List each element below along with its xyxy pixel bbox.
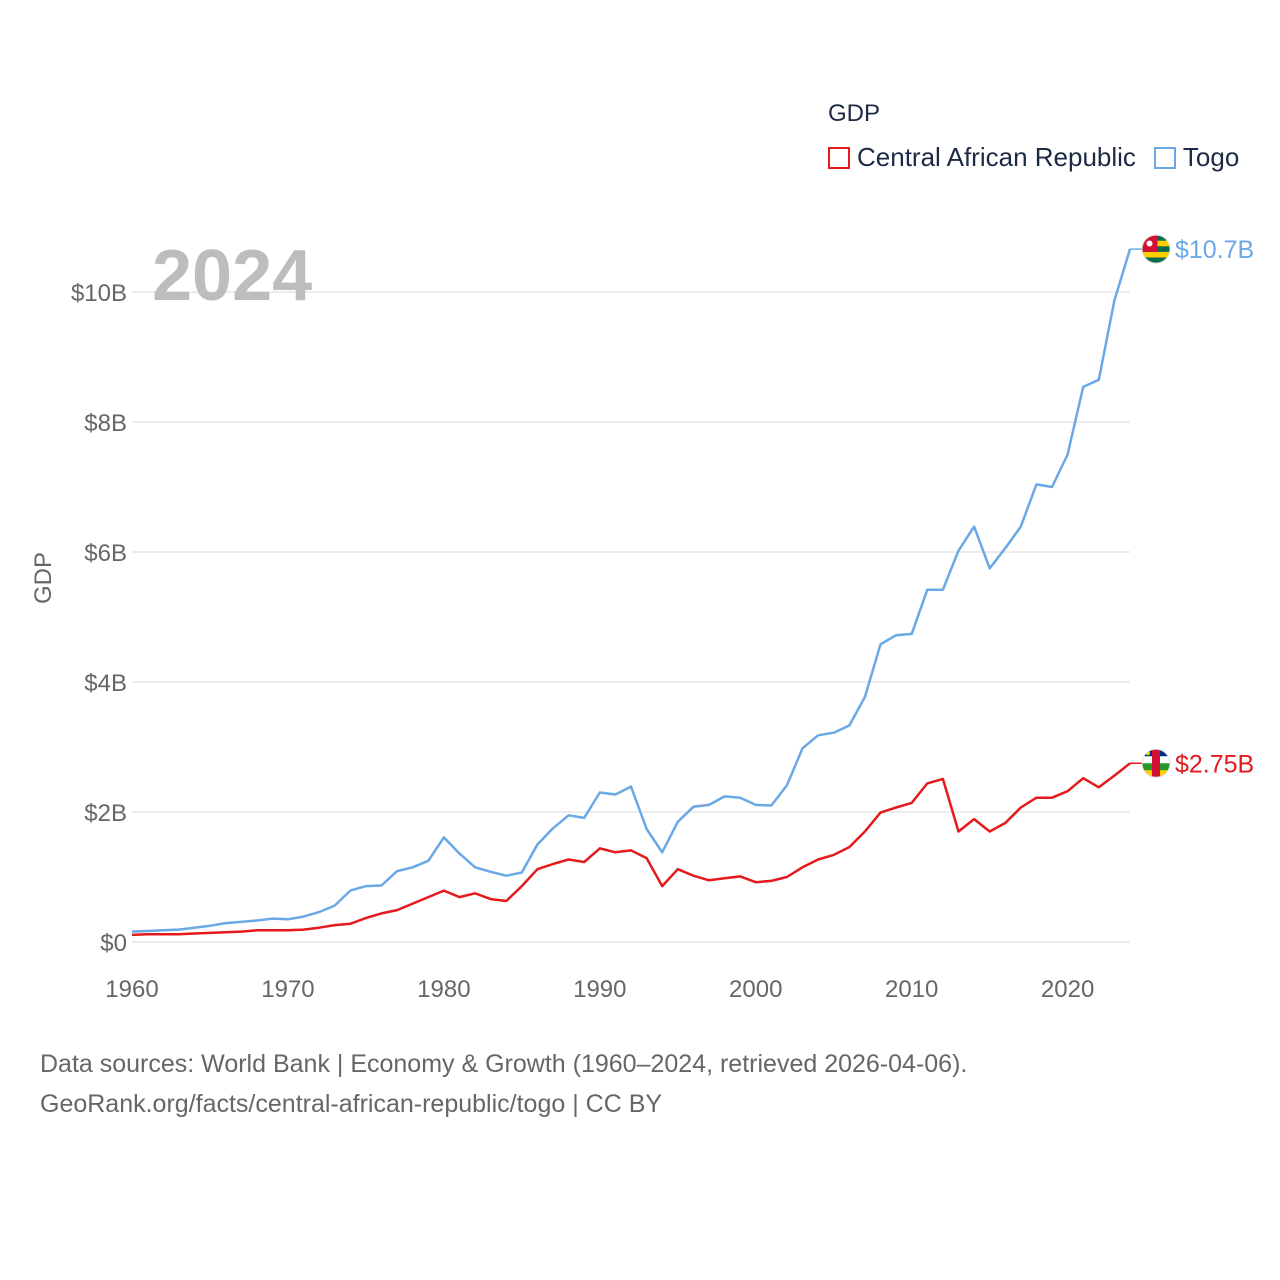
- x-axis-ticks: 1960 1970 1980 1990 2000 2010 2020: [105, 976, 1094, 1003]
- y-axis-ticks: $0 $2B $4B $6B $8B $10B: [71, 280, 127, 957]
- x-tick-label: 1960: [105, 976, 158, 1003]
- legend: Central African Republic Togo: [828, 142, 1257, 173]
- x-tick-label: 1980: [417, 976, 470, 1003]
- end-markers: $2.75B $10.7B: [1130, 234, 1254, 778]
- y-tick-label: $10B: [71, 280, 127, 307]
- y-axis-title: GDP: [30, 552, 57, 604]
- end-value-label-central-african-republic: $2.75B: [1175, 750, 1254, 778]
- y-tick-label: $2B: [84, 800, 127, 827]
- legend-item-central-african-republic[interactable]: Central African Republic: [828, 142, 1136, 173]
- legend-swatch-togo: [1153, 146, 1176, 169]
- flag-icon-togo: [1141, 234, 1171, 264]
- legend-item-togo[interactable]: Togo: [1153, 142, 1240, 173]
- sources-line: Data sources: World Bank | Economy & Gro…: [40, 1050, 968, 1078]
- x-tick-label: 1990: [573, 976, 626, 1003]
- series-line-central-african-republic[interactable]: [131, 762, 1131, 937]
- x-tick-label: 1970: [261, 976, 314, 1003]
- legend-label-central-african-republic: Central African Republic: [857, 142, 1136, 172]
- attribution-line[interactable]: GeoRank.org/facts/central-african-republ…: [40, 1090, 663, 1118]
- x-tick-label: 2010: [885, 976, 938, 1003]
- y-tick-label: $0: [100, 930, 127, 957]
- legend-label-togo: Togo: [1182, 142, 1240, 172]
- y-tick-label: $4B: [84, 670, 127, 697]
- legend-swatch-central-african-republic: [828, 146, 850, 169]
- series-layer: [131, 248, 1132, 937]
- data-sources-footer: Data sources: World Bank | Economy & Gro…: [40, 1044, 967, 1124]
- end-value-label-togo: $10.7B: [1175, 236, 1254, 264]
- flag-icon-central-african-republic: [1141, 748, 1171, 778]
- legend-title: GDP: [828, 100, 881, 127]
- x-tick-label: 2000: [729, 976, 782, 1003]
- current-year-label: 2024: [152, 236, 312, 316]
- x-tick-label: 2020: [1041, 976, 1094, 1003]
- y-tick-label: $6B: [84, 540, 127, 567]
- y-tick-label: $8B: [84, 410, 127, 437]
- grid-lines: [132, 291, 1130, 943]
- series-line-togo[interactable]: [131, 248, 1132, 933]
